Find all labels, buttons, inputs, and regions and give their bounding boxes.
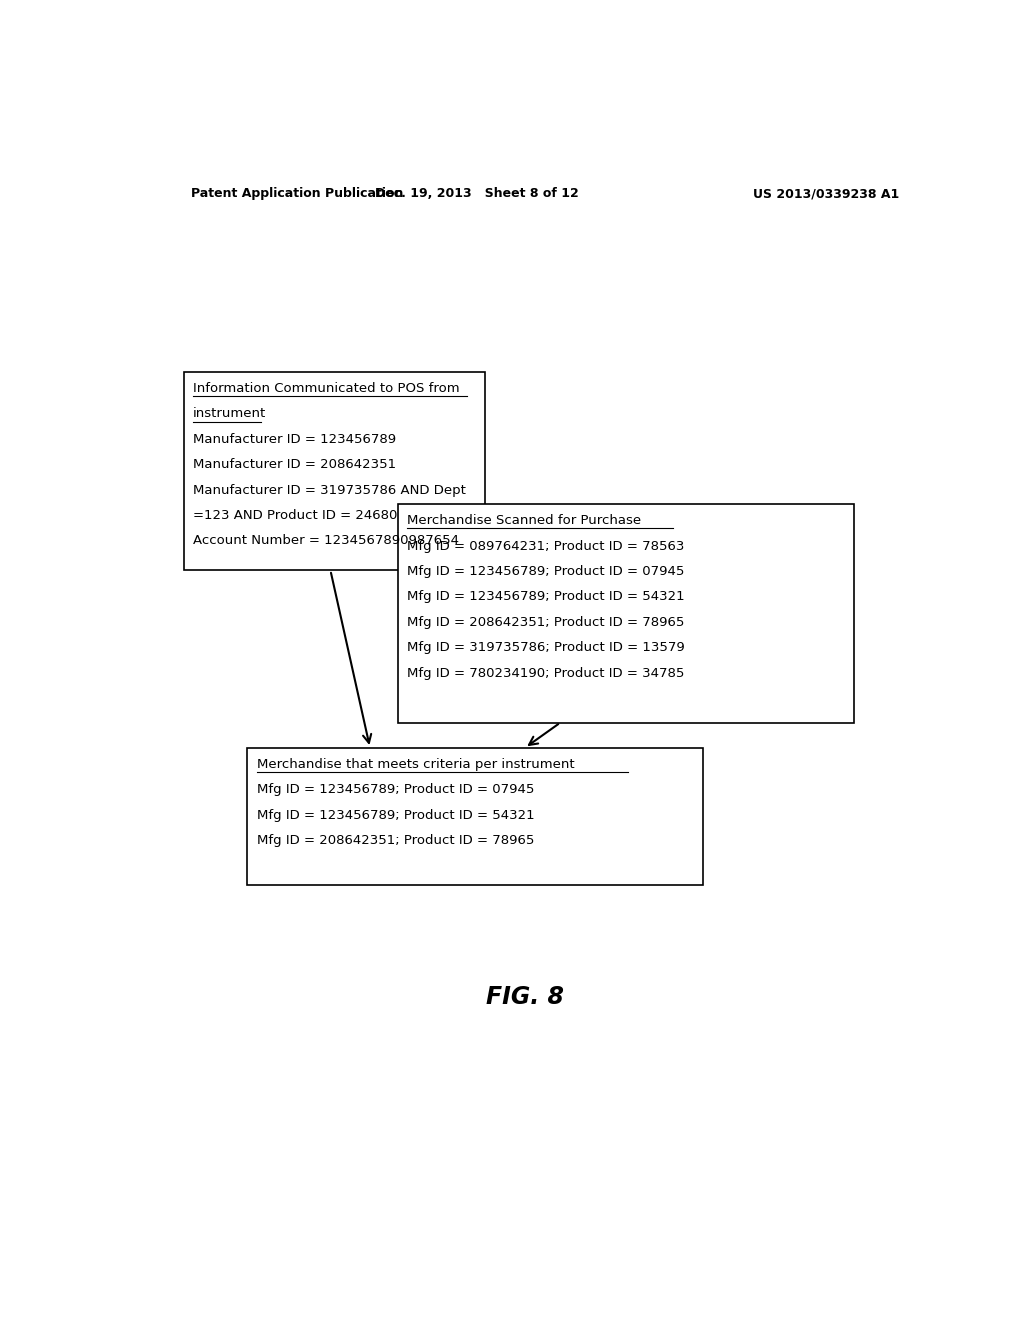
Text: Account Number = 1234567890987654: Account Number = 1234567890987654 bbox=[194, 535, 459, 548]
Text: Mfg ID = 208642351; Product ID = 78965: Mfg ID = 208642351; Product ID = 78965 bbox=[408, 615, 685, 628]
Text: Mfg ID = 780234190; Product ID = 34785: Mfg ID = 780234190; Product ID = 34785 bbox=[408, 667, 685, 680]
Text: Manufacturer ID = 208642351: Manufacturer ID = 208642351 bbox=[194, 458, 396, 471]
Text: Mfg ID = 089764231; Product ID = 78563: Mfg ID = 089764231; Product ID = 78563 bbox=[408, 540, 685, 553]
Text: Mfg ID = 123456789; Product ID = 54321: Mfg ID = 123456789; Product ID = 54321 bbox=[257, 809, 535, 822]
Text: Manufacturer ID = 319735786 AND Dept: Manufacturer ID = 319735786 AND Dept bbox=[194, 483, 466, 496]
Text: Mfg ID = 123456789; Product ID = 07945: Mfg ID = 123456789; Product ID = 07945 bbox=[257, 784, 534, 796]
Text: Merchandise Scanned for Purchase: Merchandise Scanned for Purchase bbox=[408, 515, 641, 527]
Text: FIG. 8: FIG. 8 bbox=[485, 985, 564, 1008]
Text: Patent Application Publication: Patent Application Publication bbox=[191, 187, 403, 201]
Text: Mfg ID = 319735786; Product ID = 13579: Mfg ID = 319735786; Product ID = 13579 bbox=[408, 642, 685, 655]
Text: US 2013/0339238 A1: US 2013/0339238 A1 bbox=[754, 187, 899, 201]
Text: Mfg ID = 208642351; Product ID = 78965: Mfg ID = 208642351; Product ID = 78965 bbox=[257, 834, 534, 847]
Text: instrument: instrument bbox=[194, 408, 266, 420]
FancyBboxPatch shape bbox=[183, 372, 485, 570]
Text: Manufacturer ID = 123456789: Manufacturer ID = 123456789 bbox=[194, 433, 396, 446]
Text: Mfg ID = 123456789; Product ID = 54321: Mfg ID = 123456789; Product ID = 54321 bbox=[408, 590, 685, 603]
Text: =123 AND Product ID = 24680: =123 AND Product ID = 24680 bbox=[194, 510, 397, 521]
Text: Dec. 19, 2013   Sheet 8 of 12: Dec. 19, 2013 Sheet 8 of 12 bbox=[376, 187, 579, 201]
Text: Mfg ID = 123456789; Product ID = 07945: Mfg ID = 123456789; Product ID = 07945 bbox=[408, 565, 685, 578]
FancyBboxPatch shape bbox=[397, 504, 854, 722]
FancyBboxPatch shape bbox=[247, 748, 703, 886]
Text: Information Communicated to POS from: Information Communicated to POS from bbox=[194, 381, 460, 395]
Text: Merchandise that meets criteria per instrument: Merchandise that meets criteria per inst… bbox=[257, 758, 574, 771]
